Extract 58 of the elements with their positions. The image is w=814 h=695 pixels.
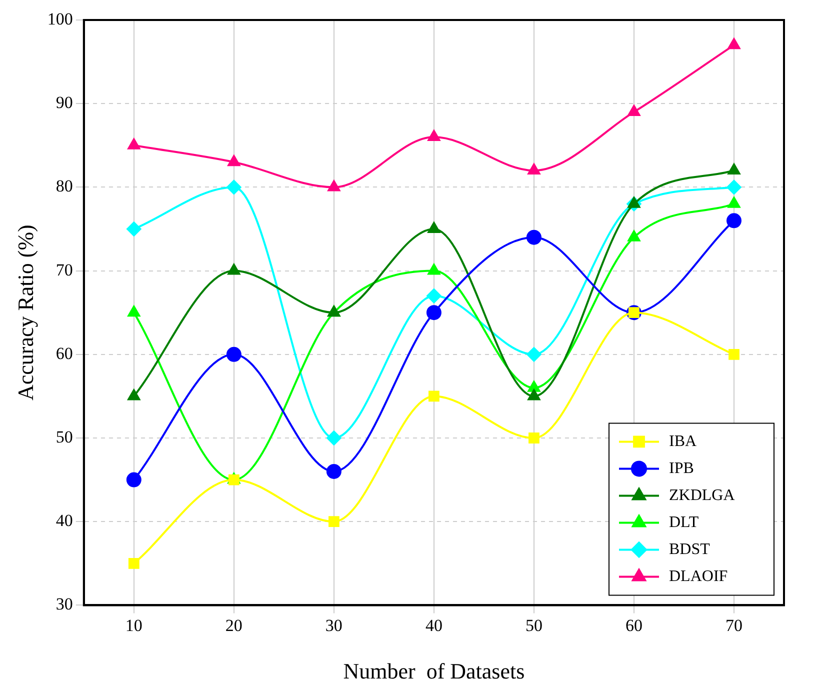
point: [126, 222, 142, 236]
point: [526, 230, 542, 245]
x-tick-label: 60: [625, 616, 642, 635]
point: [726, 180, 742, 195]
point: [727, 162, 741, 174]
x-tick-label: 70: [725, 616, 742, 635]
point: [326, 464, 342, 479]
point: [427, 263, 441, 275]
point: [627, 104, 641, 116]
point: [627, 196, 641, 208]
point: [127, 138, 140, 150]
y-tick-label: 50: [56, 427, 73, 446]
legend-label: IPB: [669, 460, 694, 477]
x-tick-label: 40: [425, 616, 442, 635]
point: [627, 230, 641, 242]
point: [127, 305, 140, 317]
point: [126, 472, 142, 488]
point: [327, 180, 340, 192]
x-axis-title: Number of Datasets: [343, 658, 525, 684]
x-tick-label: 50: [525, 616, 542, 635]
point: [427, 130, 441, 142]
point: [527, 388, 541, 400]
y-tick-label: 80: [56, 176, 73, 196]
legend-label: IBA: [669, 432, 697, 450]
legend-label: ZKDLGA: [669, 486, 736, 504]
point: [728, 348, 740, 360]
legend-label: DLT: [669, 514, 699, 531]
y-tick-label: 90: [56, 93, 73, 112]
point: [727, 38, 741, 50]
x-tick-label: 10: [125, 616, 142, 635]
point: [727, 196, 741, 208]
y-tick-label: 60: [56, 344, 73, 363]
y-tick-label: 100: [47, 9, 73, 28]
point: [528, 432, 540, 444]
point: [227, 263, 240, 275]
point: [426, 305, 442, 320]
x-tick-label: 20: [225, 616, 242, 635]
point: [328, 516, 340, 528]
point: [526, 346, 542, 362]
point: [426, 288, 442, 304]
y-axis-title: Accuracy Ratio (%): [12, 224, 38, 401]
legend-label: DLAOIF: [669, 568, 728, 585]
point: [326, 430, 342, 446]
y-tick-label: 30: [56, 594, 73, 614]
point: [228, 474, 240, 486]
point: [127, 388, 140, 400]
point: [527, 162, 541, 174]
point: [726, 213, 742, 228]
x-tick-label: 30: [325, 616, 342, 635]
point: [128, 558, 140, 569]
point: [226, 180, 242, 195]
legend-label: BDST: [669, 540, 710, 558]
point: [227, 154, 240, 166]
y-tick-label: 70: [56, 260, 73, 280]
y-tick-label: 40: [56, 511, 73, 530]
point: [427, 222, 441, 233]
point: [428, 390, 440, 402]
point: [226, 346, 242, 362]
